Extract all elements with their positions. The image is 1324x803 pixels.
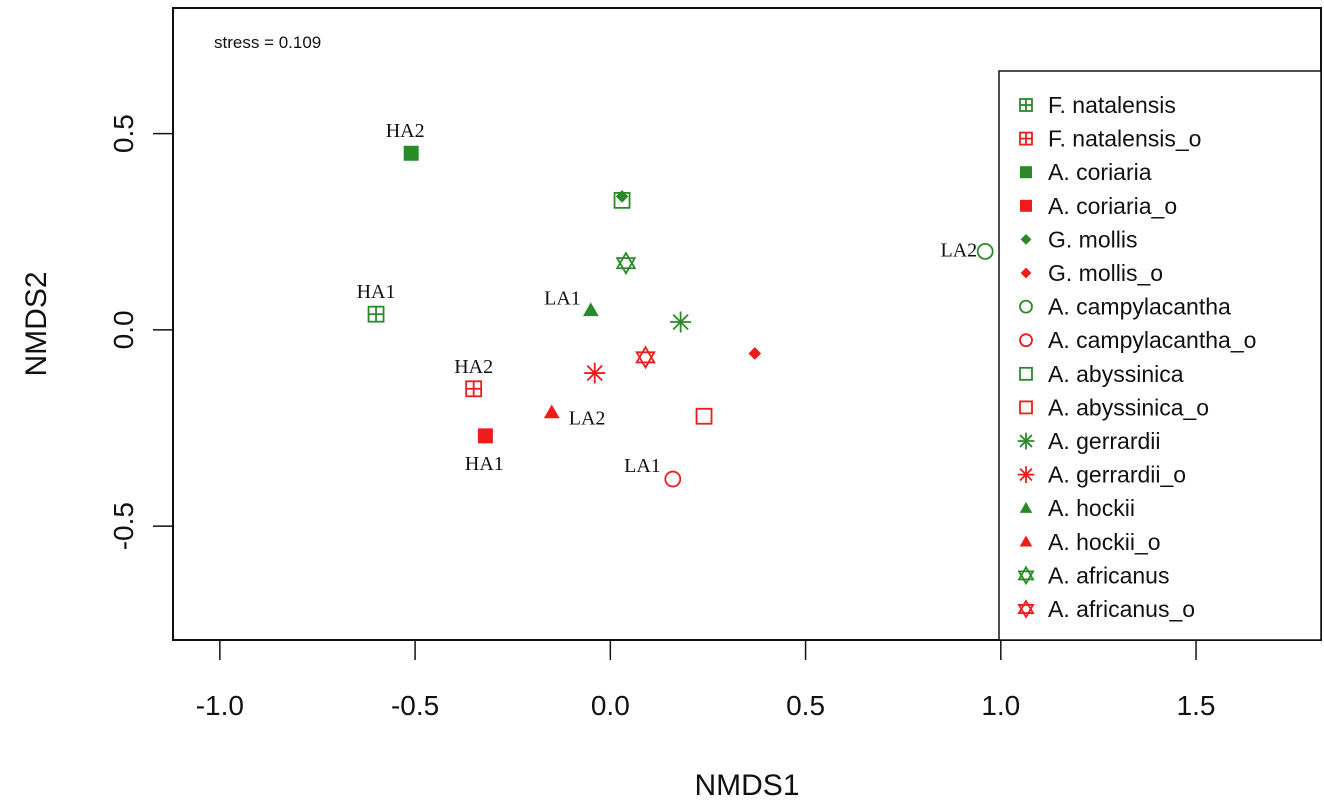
point-label: LA1 [544,287,581,309]
x-tick-label: -1.0 [196,690,244,721]
data-point [670,311,692,333]
legend-entry-label: A. africanus [1048,562,1169,588]
legend-marker [1019,333,1033,348]
legend-box [998,70,1322,641]
y-axis: -0.5 0.0 0.5 [108,114,174,550]
legend-entry-label: G. mollis_o [1048,260,1163,286]
x-tick-label: 0.5 [786,690,825,721]
legend-marker [1019,501,1033,513]
y-tick-label: 0.5 [108,114,139,153]
x-tick-label: 0.0 [591,690,630,721]
legend-entry-label: A. gerrardii [1048,428,1160,454]
legend-entry-label: A. gerrardii_o [1048,462,1186,488]
legend-entry-label: A. africanus_o [1048,596,1195,622]
data-point [615,190,629,203]
data-point [613,191,631,209]
legend-entry-label: F. natalensis_o [1048,126,1201,152]
legend-entry-label: A. coriaria_o [1048,193,1177,219]
x-axis: -1.0 -0.5 0.0 0.5 1.0 1.5 [196,639,1216,721]
data-point [635,345,656,370]
y-tick-label: -0.5 [108,502,139,550]
data-point [615,251,637,276]
data-point [465,380,483,398]
data-point [664,470,682,488]
legend-marker [1019,400,1033,415]
data-point [543,404,560,419]
legend-marker [1020,199,1032,212]
legend-marker [1017,466,1035,483]
point-label: LA1 [624,455,661,477]
legend-marker [1019,535,1033,547]
legend-marker [1019,299,1033,314]
legend-marker [1019,131,1033,146]
data-point [695,407,713,425]
point-label: HA2 [386,120,425,142]
legend-entry-label: A. campylacantha_o [1048,327,1256,353]
point-label: HA2 [454,356,493,378]
stress-annotation: stress = 0.109 [214,33,321,52]
point-label: LA2 [569,407,606,429]
legend-entry-label: A. campylacantha [1048,294,1231,320]
x-tick-label: 1.5 [1177,690,1216,721]
data-point [477,428,493,444]
legend-entry-label: G. mollis [1048,226,1137,252]
data-point [582,302,599,317]
data-point [584,362,606,384]
x-axis-title: NMDS1 [694,769,799,802]
data-point [748,347,762,360]
y-axis-title: NMDS2 [20,271,53,376]
legend-entry-label: F. natalensis [1048,92,1176,118]
legend-entry-label: A. hockii_o [1048,529,1161,555]
legend-marker [1020,234,1032,245]
legend-marker [1019,98,1033,112]
point-label: HA1 [465,453,504,475]
data-points: HA1 HA2 HA2 HA1 LA2 LA1 LA1 LA2 [357,120,994,488]
y-tick-label: 0.0 [108,310,139,349]
data-point [367,305,385,323]
point-label: LA2 [941,239,978,261]
legend-entry-label: A. abyssinica [1048,361,1184,387]
legend: F. natalensis F. natalensis_o A. coriaria A… [998,70,1322,641]
legend-entry-label: A. coriaria [1048,159,1152,185]
legend-entry-label: A. hockii [1048,495,1135,521]
data-point [976,242,994,260]
legend-marker [1017,599,1035,619]
legend-marker [1017,565,1035,586]
data-point [403,145,419,161]
legend-marker [1017,432,1035,450]
x-tick-label: -0.5 [391,690,439,721]
legend-marker [1020,267,1032,279]
point-label: HA1 [357,281,396,303]
x-tick-label: 1.0 [981,690,1020,721]
legend-entry-label: A. abyssinica_o [1048,394,1209,420]
legend-marker [1019,366,1033,381]
legend-marker [1020,166,1032,179]
